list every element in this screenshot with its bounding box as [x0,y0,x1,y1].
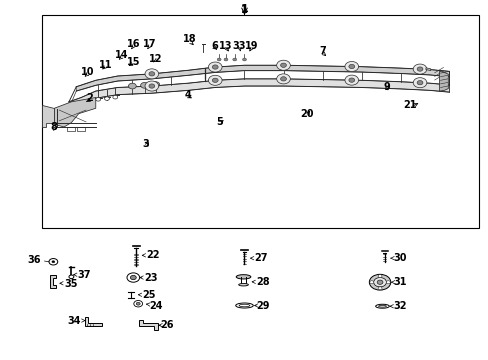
Text: 20: 20 [300,109,313,119]
Circle shape [416,81,422,85]
Circle shape [348,64,354,69]
Circle shape [149,72,155,76]
Ellipse shape [378,305,386,307]
Bar [42,15,478,228]
Circle shape [373,278,386,287]
Circle shape [69,275,74,279]
Circle shape [368,274,390,290]
Text: 16: 16 [126,40,140,49]
Polygon shape [425,68,430,71]
Circle shape [96,98,101,101]
Circle shape [145,69,158,79]
Ellipse shape [236,275,250,279]
Circle shape [152,82,159,87]
Text: 15: 15 [126,57,140,67]
Text: 8: 8 [50,122,57,132]
Circle shape [208,62,222,72]
Text: 5: 5 [215,117,222,127]
Text: 1: 1 [240,4,248,14]
Text: 21: 21 [403,100,416,111]
Circle shape [376,280,382,284]
Circle shape [224,58,227,61]
Circle shape [208,75,222,85]
Text: 25: 25 [142,290,155,300]
Text: 23: 23 [144,273,158,283]
Text: 3: 3 [142,139,149,149]
Circle shape [386,281,389,284]
Circle shape [276,60,290,70]
Circle shape [149,84,155,88]
Text: 2: 2 [86,93,93,103]
Text: 36: 36 [27,255,41,265]
Circle shape [130,275,136,280]
Text: 11: 11 [99,59,112,69]
Text: 34: 34 [67,316,81,325]
Circle shape [49,258,58,265]
Circle shape [412,64,426,74]
Ellipse shape [235,303,253,308]
Text: 1: 1 [241,5,247,15]
Circle shape [276,74,290,84]
Polygon shape [69,79,448,108]
Polygon shape [139,320,158,329]
Circle shape [127,273,140,282]
Circle shape [212,65,218,69]
Text: 24: 24 [149,301,163,311]
Text: 9: 9 [383,82,389,92]
Text: 29: 29 [256,301,269,311]
Circle shape [416,67,422,71]
Text: 14: 14 [115,50,128,60]
Text: 18: 18 [183,35,196,44]
Text: 26: 26 [160,320,174,330]
Circle shape [369,281,373,284]
Text: 6: 6 [210,41,217,50]
Text: 33: 33 [232,41,246,50]
Polygon shape [76,65,448,91]
Polygon shape [50,275,56,288]
Text: 27: 27 [254,253,267,263]
Text: 37: 37 [78,270,91,280]
Circle shape [377,275,381,278]
Polygon shape [84,317,102,326]
Text: 31: 31 [393,277,407,287]
Text: 17: 17 [142,40,156,49]
Text: 32: 32 [393,301,407,311]
Circle shape [136,302,140,305]
Circle shape [280,63,286,67]
Text: 19: 19 [244,41,258,50]
Circle shape [217,58,221,61]
Text: 35: 35 [64,279,78,289]
Text: 30: 30 [393,253,407,263]
Circle shape [242,58,246,61]
Circle shape [141,82,148,88]
Circle shape [145,81,158,91]
Circle shape [280,77,286,81]
Circle shape [212,78,218,82]
Polygon shape [439,71,447,91]
Polygon shape [42,105,54,127]
Circle shape [377,287,381,290]
Circle shape [128,83,136,89]
Text: 22: 22 [146,250,159,260]
Circle shape [412,78,426,88]
Circle shape [344,75,358,85]
Ellipse shape [375,304,388,308]
Ellipse shape [239,304,249,307]
Circle shape [52,261,55,263]
Circle shape [113,95,118,99]
Text: 12: 12 [149,54,162,64]
Polygon shape [54,98,96,127]
Circle shape [232,58,236,61]
Text: 28: 28 [256,277,269,287]
Ellipse shape [238,283,248,286]
Text: 13: 13 [219,41,232,50]
Circle shape [348,78,354,82]
Circle shape [344,62,358,72]
Circle shape [104,97,109,100]
Text: 4: 4 [184,90,191,100]
Text: 7: 7 [319,46,325,56]
Text: 10: 10 [81,67,94,77]
Circle shape [134,301,142,307]
